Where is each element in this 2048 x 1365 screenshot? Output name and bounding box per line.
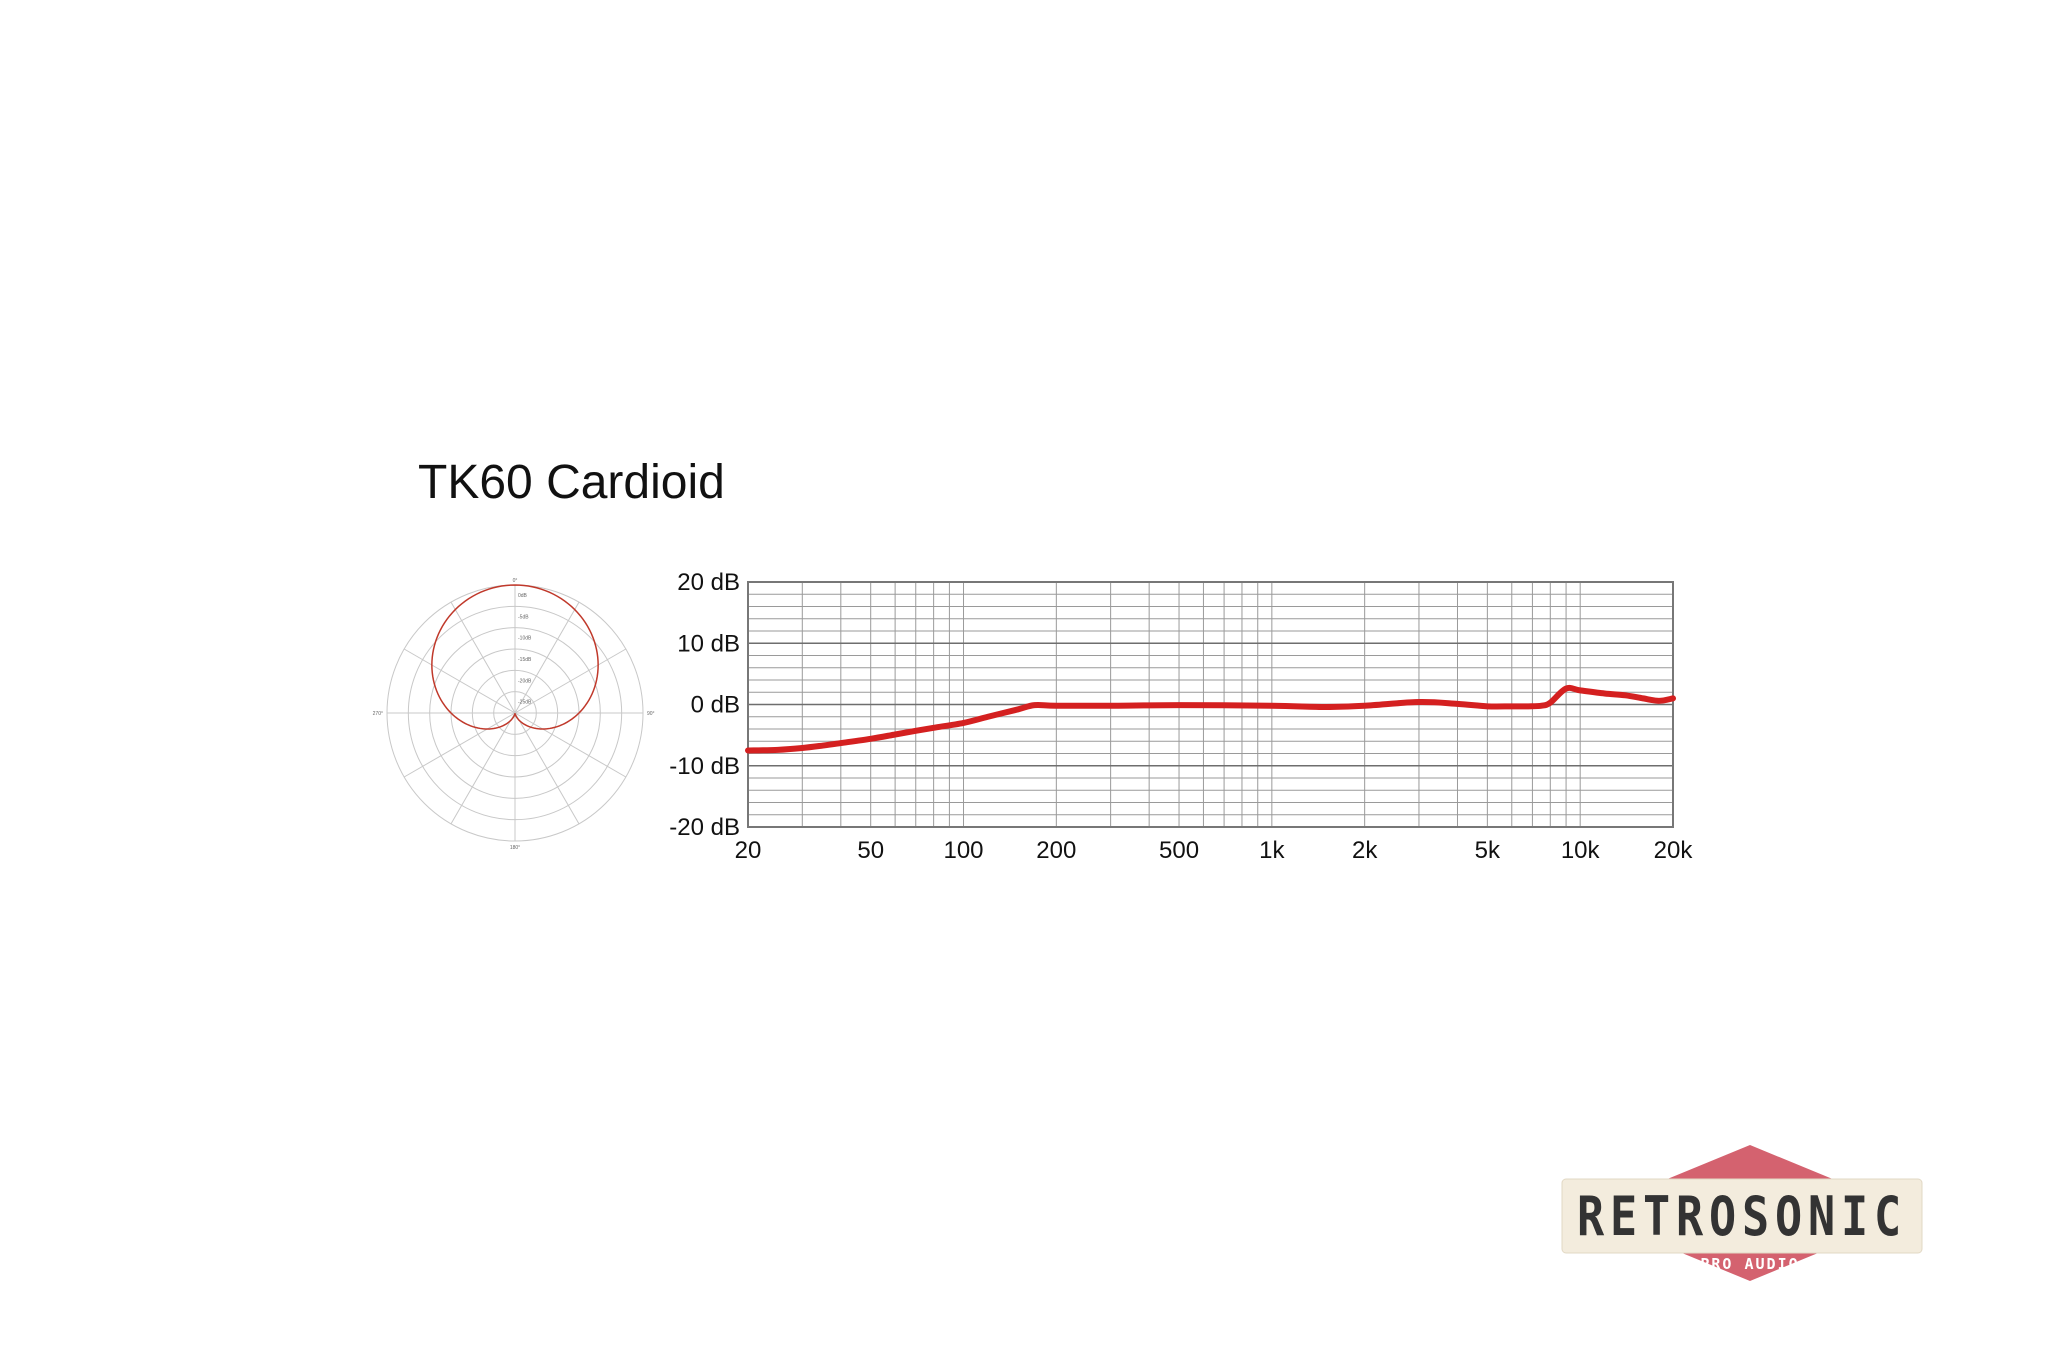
polar-spoke [514, 712, 627, 778]
fr-x-tick-label: 2k [1352, 837, 1378, 864]
polar-angle-label: 270° [373, 711, 383, 717]
fr-x-tick-label: 50 [857, 837, 884, 864]
logo-subtitle: PRO AUDIO [1700, 1255, 1799, 1273]
polar-ring-label: -10dB [518, 636, 532, 642]
polar-angle-label: 180° [510, 845, 520, 851]
polar-spoke [514, 601, 580, 714]
polar-ring-label: -15dB [518, 657, 532, 663]
fr-x-tick-label: 200 [1036, 837, 1076, 864]
polar-pattern-curve [431, 584, 599, 730]
polar-ring-label: -20dB [518, 678, 532, 684]
fr-x-tick-label: 5k [1475, 837, 1501, 864]
polar-ring-label: -25dB [518, 700, 532, 706]
fr-frame [747, 581, 1674, 828]
polar-spoke [514, 648, 627, 714]
fr-y-tick-label: 20 dB [677, 569, 740, 596]
polar-angle-label: 0° [513, 578, 518, 584]
fr-x-tick-label: 20k [1654, 837, 1694, 864]
logo-band [1561, 1178, 1923, 1254]
page-title: TK60 Cardioid [418, 456, 725, 509]
fr-y-tick-label: -10 dB [669, 753, 740, 780]
polar-spoke [450, 712, 516, 825]
polar-spoke [403, 648, 516, 714]
fr-response-curve [745, 684, 1676, 754]
fr-y-tick-label: 10 dB [677, 630, 740, 657]
fr-x-tick-label: 100 [943, 837, 983, 864]
polar-spoke [514, 712, 580, 825]
fr-x-tick-label: 1k [1259, 837, 1285, 864]
fr-x-tick-label: 20 [735, 837, 762, 864]
fr-x-tick-label: 10k [1561, 837, 1601, 864]
fr-x-tick-label: 500 [1159, 837, 1199, 864]
logo-wordmark: RETROSONIC [1577, 1185, 1907, 1248]
polar-ring-label: 0dB [518, 593, 528, 599]
polar-spoke [450, 601, 516, 714]
fr-y-tick-label: 0 dB [691, 692, 740, 719]
fr-y-tick-label: -20 dB [669, 814, 740, 841]
polar-angle-label: 90° [647, 711, 655, 717]
polar-ring-label: -5dB [518, 614, 529, 620]
polar-spoke [403, 712, 516, 778]
retrosonic-logo: RETROSONIC PRO AUDIO [1561, 1145, 1923, 1281]
polar-pattern-chart: 0dB -5dB -10dB -15dB -20dB -25dB 0° 90° 180° 270° [373, 578, 655, 851]
